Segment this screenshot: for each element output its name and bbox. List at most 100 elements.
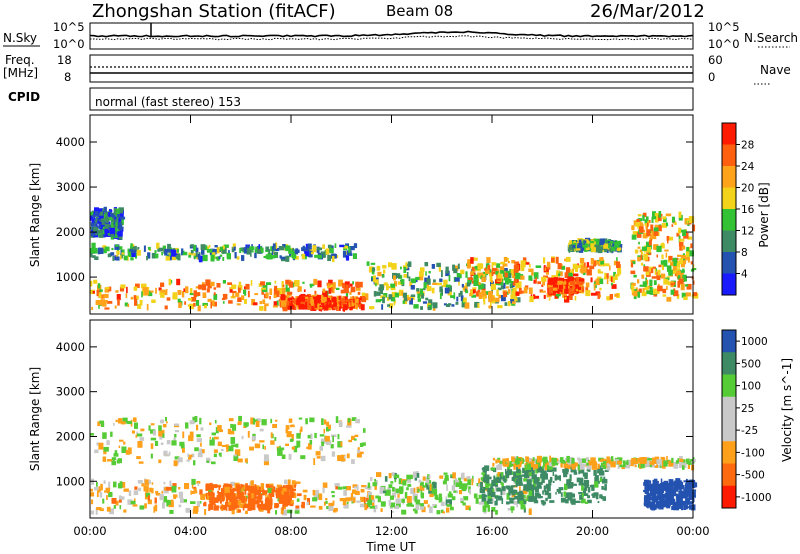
echo-cell <box>231 284 237 289</box>
echo-cell <box>423 500 428 504</box>
echo-cell <box>238 509 241 513</box>
echo-cell <box>130 257 134 261</box>
echo-cell <box>599 242 604 245</box>
echo-cell <box>673 257 677 261</box>
echo-cell <box>332 500 335 506</box>
echo-cell <box>346 453 350 459</box>
echo-cell <box>96 226 99 232</box>
echo-cell <box>653 227 659 232</box>
echo-cell <box>661 485 667 490</box>
echo-cell <box>561 281 567 285</box>
echo-cell <box>685 505 688 510</box>
echo-cell <box>661 223 667 228</box>
echo-cell <box>612 243 616 248</box>
echo-cell <box>188 303 194 310</box>
echo-cell <box>213 294 218 300</box>
echo-cell <box>108 233 111 236</box>
echo-cell <box>90 226 93 230</box>
echo-cell <box>492 462 495 467</box>
echo-cell <box>579 467 585 474</box>
echo-cell <box>592 463 598 470</box>
echo-cell <box>407 483 412 487</box>
echo-cell <box>165 256 170 261</box>
echo-cell <box>556 459 560 464</box>
echo-cell <box>360 496 366 502</box>
echo-cell <box>545 483 551 488</box>
echo-cell <box>400 279 405 285</box>
echo-cell <box>173 437 176 441</box>
echo-cell <box>686 222 692 225</box>
echo-cell <box>282 505 284 511</box>
echo-cell <box>547 279 553 285</box>
echo-cell <box>643 489 646 493</box>
echo-cell <box>117 214 121 218</box>
echo-cell <box>194 447 199 452</box>
nsearch-label: N.Search <box>744 31 798 45</box>
echo-cell <box>136 249 141 256</box>
echo-cell <box>218 486 221 491</box>
echo-cell <box>98 219 101 222</box>
echo-cell <box>95 300 101 305</box>
echo-cell <box>654 293 658 296</box>
echo-cell <box>651 230 656 237</box>
echo-cell <box>413 304 419 309</box>
echo-cell <box>265 249 270 252</box>
echo-cell <box>636 461 639 464</box>
echo-cell <box>100 422 105 427</box>
echo-cell <box>260 287 266 291</box>
echo-cell <box>645 270 650 276</box>
echo-cell <box>240 503 244 509</box>
echo-cell <box>427 286 432 292</box>
echo-cell <box>299 429 302 435</box>
y-tick-label: 1000 <box>56 270 85 284</box>
echo-cell <box>491 482 496 486</box>
echo-cell <box>296 493 302 497</box>
echo-cell <box>549 500 555 503</box>
echo-cell <box>652 499 655 506</box>
echo-cell <box>274 290 280 298</box>
echo-cell <box>160 442 164 445</box>
echo-cell <box>193 290 197 298</box>
echo-cell <box>510 506 515 511</box>
echo-cell <box>111 498 117 504</box>
echo-cell <box>664 249 669 252</box>
echo-cell <box>578 458 583 465</box>
echo-cell <box>354 434 359 437</box>
echo-cell <box>330 444 334 449</box>
echo-cell <box>646 285 649 291</box>
echo-cell <box>118 445 121 448</box>
echo-cell <box>192 416 196 423</box>
echo-cell <box>644 219 648 224</box>
echo-cell <box>209 496 215 500</box>
echo-cell <box>478 494 482 499</box>
echo-cell <box>450 474 453 477</box>
echo-cell <box>162 245 166 250</box>
echo-cell <box>529 472 534 477</box>
echo-cell <box>123 509 127 513</box>
echo-cell <box>443 472 448 475</box>
echo-cell <box>487 264 491 270</box>
echo-cell <box>111 222 114 228</box>
echo-cell <box>542 500 545 506</box>
echo-cell <box>154 253 159 259</box>
echo-cell <box>516 468 521 474</box>
colorbar-segment <box>722 144 736 167</box>
echo-cell <box>284 479 288 485</box>
echo-cell <box>101 218 105 223</box>
echo-cell <box>503 478 507 483</box>
echo-cell <box>300 504 304 508</box>
echo-cell <box>582 487 587 494</box>
echo-cell <box>479 489 486 494</box>
echo-cell <box>277 487 282 493</box>
echo-cell <box>294 299 297 305</box>
echo-cell <box>274 285 278 292</box>
echo-cell <box>339 498 346 502</box>
echo-cell <box>222 493 225 500</box>
echo-cell <box>166 486 172 491</box>
colorbar-tick-label: 24 <box>741 161 755 173</box>
echo-cell <box>218 256 221 260</box>
echo-cell <box>327 295 332 300</box>
echo-cell <box>327 244 332 248</box>
echo-cell <box>631 282 636 286</box>
